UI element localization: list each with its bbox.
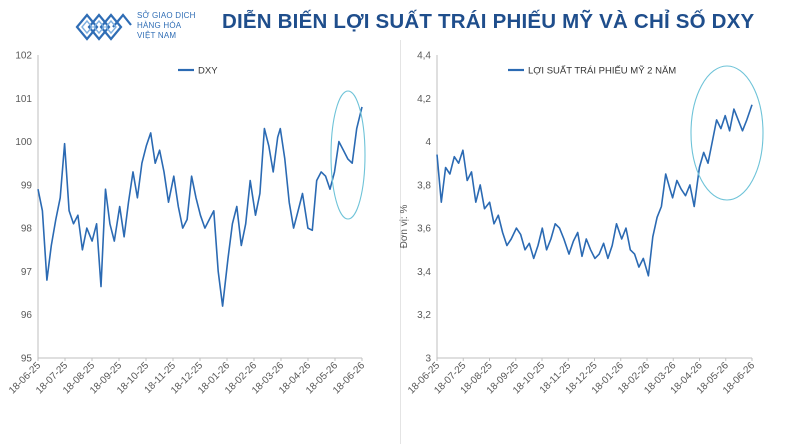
dxy-legend-label: DXY [198,66,218,77]
yield-chart: 33,23,43,63,844,24,418-06-2518-07-2518-0… [399,51,764,396]
dxy-y-tick-label: 101 [15,94,32,105]
yield-y-tick-label: 4,2 [417,94,431,105]
page-title: DIỄN BIẾN LỢI SUẤT TRÁI PHIẾU MỸ VÀ CHỈ … [222,10,755,33]
yield-legend-label: LỢI SUẤT TRÁI PHIẾU MỸ 2 NĂM [528,66,676,77]
logo-text-line2: HÀNG HÓA [137,21,182,30]
yield-y-axis-label: Đơn vị: % [399,205,410,249]
yield-highlight-ellipse [690,65,764,201]
yield-y-tick-label: 4,4 [417,51,431,62]
yield-y-tick-label: 3,6 [417,224,431,235]
yield-y-tick-label: 4 [425,137,431,148]
dxy-y-tick-label: 99 [21,180,33,191]
dxy-y-tick-label: 97 [21,267,33,278]
yield-y-tick-label: 3 [425,354,431,365]
dxy-y-tick-label: 96 [21,310,33,321]
dxy-highlight-ellipse [330,90,366,220]
logo-mark-icon [75,13,132,41]
dxy-chart: 959697989910010110218-06-2518-07-2518-08… [7,51,367,397]
yield-y-tick-label: 3,2 [417,310,431,321]
dxy-y-tick-label: 102 [15,51,32,62]
dxy-y-tick-label: 100 [15,137,32,148]
panel-divider [400,40,401,444]
dxy-series-line [37,106,363,307]
yield-series-line [436,104,753,277]
logo-text-line3: VIỆT NAM [137,31,177,40]
logo: SỞ GIAO DỊCH HÀNG HÓA VIỆT NAM [75,8,225,46]
yield-y-tick-label: 3,8 [417,180,431,191]
dxy-y-tick-label: 95 [21,354,33,365]
dxy-y-tick-label: 98 [21,224,33,235]
yield-y-tick-label: 3,4 [417,267,431,278]
logo-text-line1: SỞ GIAO DỊCH [137,11,196,20]
